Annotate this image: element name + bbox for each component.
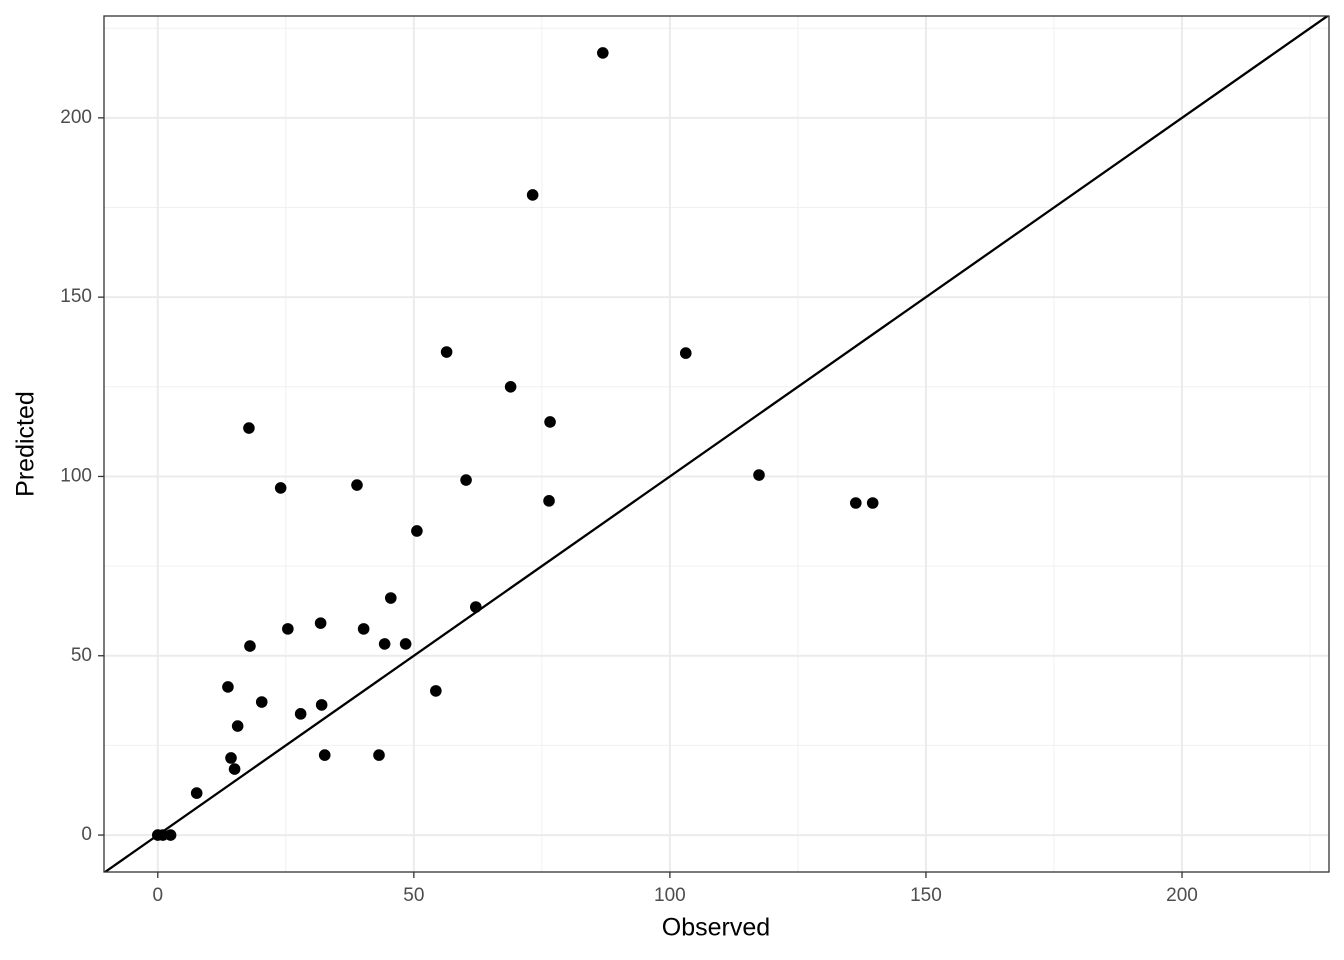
x-tick-label: 50 (403, 885, 424, 906)
data-point (543, 495, 555, 507)
data-point (378, 638, 391, 650)
data-point (866, 497, 879, 509)
x-tick-label: 150 (910, 885, 942, 906)
panel-border (103, 15, 1330, 873)
data-point (314, 617, 327, 629)
y-tick-label: 0 (81, 824, 92, 845)
data-point (384, 592, 397, 604)
data-point (164, 829, 177, 841)
y-axis-title: Predicted (12, 391, 40, 497)
data-point (440, 346, 453, 358)
data-point (470, 601, 482, 613)
reference-line (104, 16, 1329, 872)
data-point (228, 763, 241, 775)
data-point (222, 681, 234, 693)
data-point (526, 189, 539, 201)
x-tick-label: 200 (1166, 885, 1198, 906)
data-point (190, 787, 203, 799)
data-point (430, 685, 442, 697)
data-point (244, 640, 256, 652)
data-point (679, 347, 692, 359)
y-tick-label: 200 (60, 107, 92, 128)
data-point (460, 474, 472, 486)
x-axis-title: Observed (662, 914, 770, 942)
x-tick-label: 0 (152, 885, 163, 906)
data-point (318, 749, 331, 761)
data-point (315, 699, 328, 711)
data-point (243, 422, 255, 434)
data-point (753, 469, 765, 481)
x-tick-label: 100 (654, 885, 686, 906)
data-point (225, 752, 237, 764)
grid (104, 16, 1329, 872)
data-point (231, 720, 244, 732)
y-tick-label: 150 (60, 286, 92, 307)
data-point (399, 638, 412, 650)
data-point (849, 497, 862, 509)
data-point (274, 482, 287, 494)
y-tick-label: 50 (71, 645, 92, 666)
data-point (504, 381, 517, 393)
data-point (255, 696, 268, 708)
plot-marks (104, 16, 1329, 872)
data-point (294, 708, 307, 720)
data-point (411, 525, 423, 537)
data-point (351, 479, 363, 491)
data-point (282, 623, 294, 635)
data-point (597, 47, 609, 59)
data-point (357, 623, 370, 635)
data-point (544, 416, 556, 428)
axes: 0 50 100 150 200 0 50 100 150 200 (60, 107, 1198, 906)
y-tick-label: 100 (60, 465, 92, 486)
data-point (373, 749, 385, 761)
